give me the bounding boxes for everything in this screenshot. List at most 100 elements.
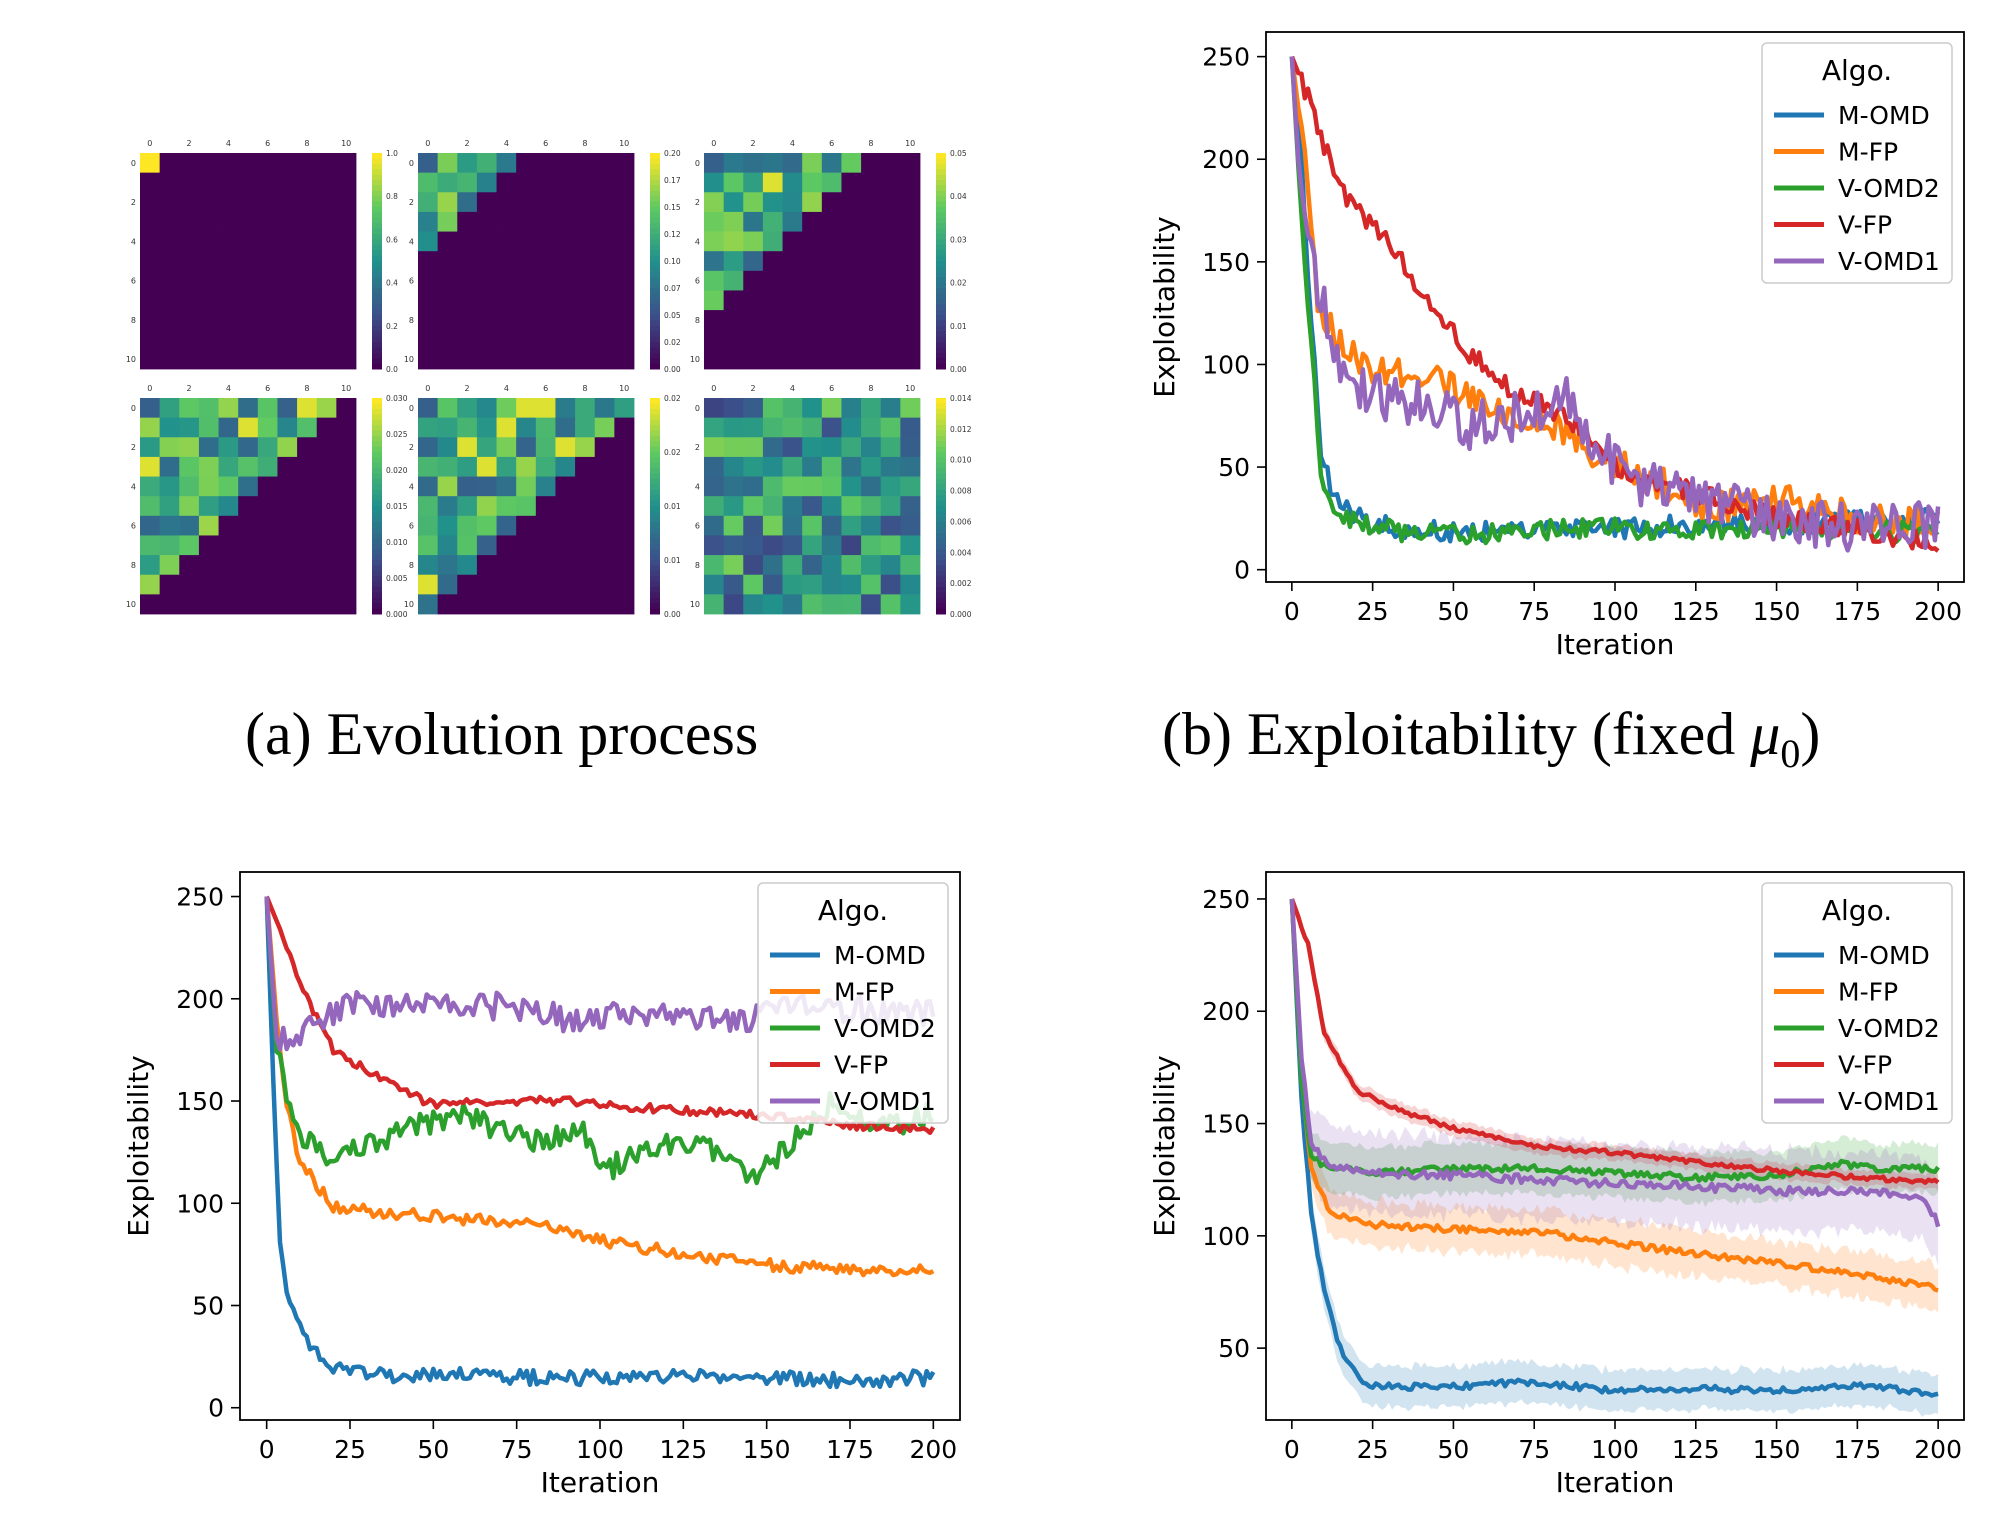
heatmap-cell bbox=[704, 290, 725, 311]
heatmap-cell bbox=[802, 192, 823, 213]
heatmap-cell bbox=[802, 535, 823, 556]
colorbar-segment bbox=[372, 479, 382, 485]
x-tick-label: 125 bbox=[1672, 1435, 1720, 1464]
heatmap-cell bbox=[743, 417, 764, 438]
heatmap-y-tick-label: 4 bbox=[695, 237, 700, 246]
heatmap-cell bbox=[880, 349, 901, 370]
heatmap-cell bbox=[218, 476, 239, 497]
colorbar-segment bbox=[372, 527, 382, 534]
heatmap-cell bbox=[841, 270, 862, 291]
heatmap-cell bbox=[704, 153, 725, 174]
heatmap-cell bbox=[336, 153, 357, 174]
heatmap-cell bbox=[802, 476, 823, 497]
heatmap-cell bbox=[555, 515, 576, 536]
heatmap-cell bbox=[336, 349, 357, 370]
colorbar-segment bbox=[372, 239, 382, 246]
heatmap-cell bbox=[418, 231, 439, 252]
y-tick-label: 100 bbox=[1202, 350, 1250, 379]
heatmap-cell bbox=[782, 476, 803, 497]
heatmap-cell bbox=[841, 594, 862, 615]
heatmap-cell bbox=[140, 192, 161, 213]
heatmap-cell bbox=[900, 329, 921, 350]
heatmap-cell bbox=[297, 515, 318, 536]
colorbar-segment bbox=[372, 212, 382, 219]
heatmap-cell bbox=[238, 192, 259, 213]
colorbar-segment bbox=[650, 266, 660, 273]
heatmap-cell bbox=[159, 574, 180, 595]
heatmap-cell bbox=[614, 437, 635, 458]
heatmap-cell bbox=[496, 594, 517, 615]
colorbar-segment bbox=[650, 441, 660, 448]
colorbar-segment bbox=[372, 506, 382, 512]
heatmap-cell bbox=[437, 574, 458, 595]
heatmap-cell bbox=[880, 398, 901, 419]
colorbar-segment bbox=[936, 304, 946, 311]
heatmap-cell bbox=[496, 515, 517, 536]
heatmap-cell bbox=[277, 153, 298, 174]
x-tick-label: 25 bbox=[334, 1435, 366, 1464]
heatmap-cell bbox=[316, 555, 337, 576]
heatmap-cell bbox=[218, 456, 239, 477]
colorbar-tick-label: 0.008 bbox=[950, 487, 972, 496]
heatmap-cell bbox=[723, 496, 744, 517]
colorbar-segment bbox=[372, 266, 382, 273]
colorbar-tick-label: 0.20 bbox=[664, 149, 681, 158]
colorbar-segment bbox=[936, 533, 946, 539]
heatmap-x-tick-label: 4 bbox=[790, 139, 795, 148]
heatmap-cell bbox=[594, 290, 615, 311]
heatmap-cell bbox=[900, 251, 921, 272]
heatmap-cell bbox=[555, 496, 576, 517]
heatmap-cell bbox=[476, 231, 497, 252]
heatmap-cell bbox=[516, 329, 537, 350]
colorbar-segment bbox=[650, 315, 660, 321]
legend-label-v-omd1: V-OMD1 bbox=[1838, 247, 1940, 276]
heatmap-cell bbox=[516, 456, 537, 477]
heatmap-cell bbox=[821, 231, 842, 252]
exploitability-chart-fixed-mu0: 0 25 50 75 100 125 150 175 200 0 50 100 150 200 250 Ite… bbox=[1148, 31, 1965, 661]
heatmap-cell bbox=[297, 476, 318, 497]
heatmap-cell bbox=[218, 437, 239, 458]
heatmap-cell bbox=[418, 555, 439, 576]
colorbar-tick-label: 1.0 bbox=[386, 149, 398, 158]
heatmap-cell bbox=[257, 231, 278, 252]
colorbar-segment bbox=[650, 538, 660, 545]
heatmap-cell bbox=[861, 329, 882, 350]
x-tick-label: 0 bbox=[1284, 1435, 1300, 1464]
colorbar-segment bbox=[650, 217, 660, 224]
colorbar-segment bbox=[936, 309, 946, 316]
heatmap-cell bbox=[418, 496, 439, 517]
heatmap-cell bbox=[743, 251, 764, 272]
heatmap-cell bbox=[437, 310, 458, 331]
heatmap-cell bbox=[218, 251, 239, 272]
heatmap-cell bbox=[140, 398, 161, 419]
heatmap-cell bbox=[900, 456, 921, 477]
colorbar-segment bbox=[650, 271, 660, 278]
heatmap-cell bbox=[336, 555, 357, 576]
heatmap-cell bbox=[218, 231, 239, 252]
x-tick-label: 75 bbox=[1518, 597, 1550, 626]
colorbar-segment bbox=[372, 309, 382, 316]
heatmap-cell bbox=[516, 417, 537, 438]
heatmap-cell bbox=[841, 496, 862, 517]
heatmap-cell bbox=[802, 349, 823, 370]
colorbar-segment bbox=[372, 304, 382, 311]
heatmap-cell bbox=[257, 535, 278, 556]
colorbar-segment bbox=[650, 576, 660, 583]
caption-b: (b) Exploitability (fixed μ0) bbox=[1162, 701, 1821, 776]
heatmap-cell bbox=[614, 153, 635, 174]
heatmap-cell bbox=[861, 574, 882, 595]
heatmap-cell bbox=[821, 515, 842, 536]
heatmap-cell bbox=[535, 211, 556, 232]
colorbar-segment bbox=[650, 543, 660, 550]
heatmap-cell bbox=[535, 456, 556, 477]
heatmap-cell bbox=[159, 231, 180, 252]
heatmap-y-tick-label: 6 bbox=[695, 522, 700, 531]
colorbar-segment bbox=[936, 255, 946, 262]
heatmap-cell bbox=[297, 329, 318, 350]
heatmap-cell bbox=[336, 476, 357, 497]
colorbar-tick-label: 0.00 bbox=[950, 365, 967, 374]
colorbar-segment bbox=[650, 554, 660, 561]
heatmap-cell bbox=[880, 211, 901, 232]
heatmap-cell bbox=[159, 172, 180, 193]
heatmap-cell bbox=[614, 535, 635, 556]
